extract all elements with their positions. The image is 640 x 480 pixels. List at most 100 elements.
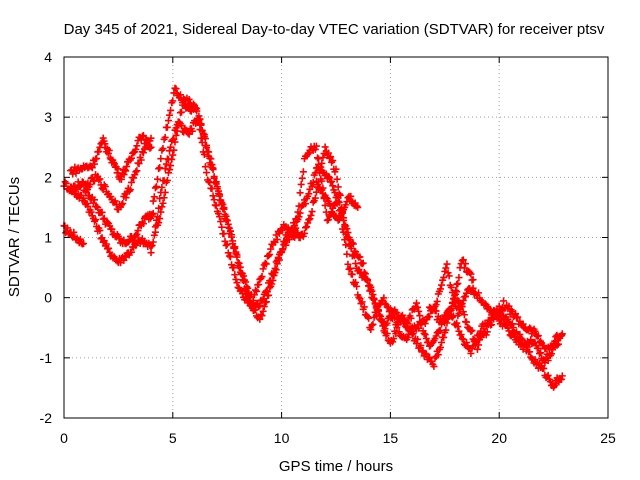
data-point [329,204,337,212]
data-point [391,314,399,322]
data-point [324,149,332,157]
data-point [120,171,128,179]
data-point [238,276,246,284]
data-point [441,267,449,275]
data-point [317,163,325,171]
data-point [469,284,477,292]
data-point [341,221,349,229]
data-point [212,202,220,210]
data-point [426,313,434,321]
data-point [469,276,477,284]
data-point [467,349,475,357]
data-marks [60,84,566,391]
data-point [481,300,489,308]
data-point [383,319,391,327]
data-point [335,215,343,223]
data-point [203,141,211,149]
data-point [224,223,232,231]
data-point [531,327,539,335]
data-point [318,186,326,194]
data-point [413,299,421,307]
data-point [281,237,289,245]
data-point [111,197,119,205]
data-point [305,216,313,224]
y-tick-label: 0 [44,290,52,306]
data-point [178,108,186,116]
data-point [226,227,234,235]
data-point [376,301,384,309]
data-point [152,183,160,191]
data-point [430,362,438,370]
data-point [455,274,463,282]
x-tick-label: 5 [169,430,177,446]
data-point [316,168,324,176]
data-point [360,303,368,311]
data-point [519,320,527,328]
data-point [105,244,113,252]
data-point [365,314,373,322]
data-point [208,185,216,193]
data-point [169,97,177,105]
data-point [149,209,157,217]
data-point [546,378,554,386]
data-point [232,275,240,283]
series-arc-9 [312,177,362,224]
data-point [193,104,201,112]
data-point [156,164,164,172]
y-tick-label: 1 [44,230,52,246]
data-point [544,357,552,365]
data-point [147,249,155,257]
data-point [381,299,389,307]
data-point [466,269,474,277]
data-point [298,174,306,182]
data-point [305,190,313,198]
data-point [389,338,397,346]
data-point [267,245,275,253]
data-point [275,229,283,237]
data-point [346,264,354,272]
data-point [233,253,241,261]
data-point [127,154,135,162]
data-point [418,348,426,356]
data-point [133,142,141,150]
data-point [256,302,264,310]
data-point [223,240,231,248]
y-tick-label: 4 [44,49,52,65]
data-point [404,319,412,327]
data-point [554,340,562,348]
data-point [76,235,84,243]
data-point [122,194,130,202]
data-point [135,160,143,168]
data-point [438,338,446,346]
data-point [255,280,263,288]
data-point [367,283,375,291]
data-point [356,253,364,261]
data-point [328,177,336,185]
data-point [432,307,440,315]
data-point [158,183,166,191]
data-point [500,297,508,305]
data-point [414,335,422,343]
data-point [63,224,71,232]
data-point [453,304,461,312]
data-point [528,355,536,363]
data-point [291,233,299,241]
data-point [460,311,468,319]
data-point [537,349,545,357]
data-point [259,265,267,273]
data-point [447,283,455,291]
y-axis-label: SDTVAR / TECUs [6,177,23,297]
x-axis-label: GPS time / hours [279,458,393,475]
data-point [261,259,269,267]
data-point [452,287,460,295]
data-point [253,287,261,295]
data-point [306,215,314,223]
series-arc-6 [147,94,566,391]
data-point [150,193,158,201]
data-point [133,230,141,238]
data-point [454,280,462,288]
data-point [355,293,363,301]
data-point [139,149,147,157]
data-point [446,307,454,315]
data-point [345,265,353,273]
